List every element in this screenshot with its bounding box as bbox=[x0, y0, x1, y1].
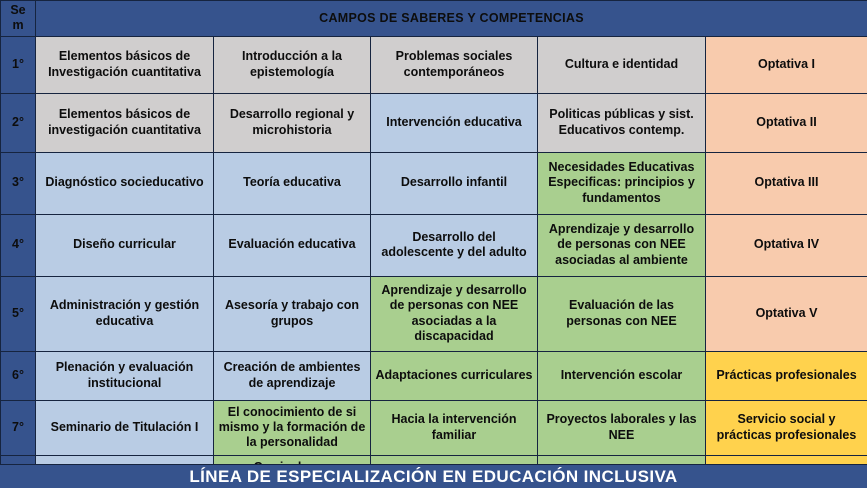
course-cell[interactable]: Optativa I bbox=[705, 35, 867, 94]
course-cell[interactable]: Optativa II bbox=[705, 92, 867, 153]
course-cell[interactable]: Diseño curricular bbox=[35, 213, 214, 277]
course-cell[interactable]: Optativa III bbox=[705, 151, 867, 215]
semester-cell: 2° bbox=[0, 92, 36, 153]
course-cell[interactable]: Elementos básicos de Investigación cuant… bbox=[35, 35, 214, 94]
semester-cell: 7° bbox=[0, 399, 36, 456]
course-cell[interactable]: Prácticas profesionales bbox=[705, 350, 867, 401]
grid-header-row: Sem CAMPOS DE SABERES Y COMPETENCIAS bbox=[0, 0, 867, 37]
course-cell[interactable]: Servicio social y prácticas profesionale… bbox=[705, 399, 867, 456]
course-cell[interactable]: El conocimiento de si mismo y la formaci… bbox=[213, 399, 371, 456]
course-cell[interactable]: Adaptaciones curriculares bbox=[370, 350, 538, 401]
course-cell[interactable]: Aprendizaje y desarrollo de personas con… bbox=[537, 213, 706, 277]
course-cell[interactable]: Problemas sociales contemporáneos bbox=[370, 35, 538, 94]
table-row: 4° Diseño curricular Evaluación educativ… bbox=[0, 213, 867, 277]
course-cell[interactable]: Desarrollo regional y microhistoria bbox=[213, 92, 371, 153]
course-cell[interactable]: Creación de ambientes de aprendizaje bbox=[213, 350, 371, 401]
semester-cell: 4° bbox=[0, 213, 36, 277]
semester-column-header: Sem bbox=[0, 0, 36, 37]
table-row: 3° Diagnóstico socieducativo Teoría educ… bbox=[0, 151, 867, 215]
course-cell[interactable]: Cultura e identidad bbox=[537, 35, 706, 94]
course-cell[interactable]: Proyectos laborales y las NEE bbox=[537, 399, 706, 456]
course-cell[interactable]: Optativa V bbox=[705, 275, 867, 352]
course-cell[interactable]: Desarrollo infantil bbox=[370, 151, 538, 215]
table-row: 7° Seminario de Titulación I El conocimi… bbox=[0, 399, 867, 456]
semester-cell: 3° bbox=[0, 151, 36, 215]
course-cell[interactable]: Necesidades Educativas Especificas: prin… bbox=[537, 151, 706, 215]
table-row: 5° Administración y gestión educativa As… bbox=[0, 275, 867, 352]
course-cell[interactable]: Desarrollo del adolescente y del adulto bbox=[370, 213, 538, 277]
course-cell[interactable]: Diagnóstico socieducativo bbox=[35, 151, 214, 215]
course-cell[interactable]: Administración y gestión educativa bbox=[35, 275, 214, 352]
table-row: 6° Plenación y evaluación institucional … bbox=[0, 350, 867, 401]
course-cell[interactable]: Aprendizaje y desarrollo de personas con… bbox=[370, 275, 538, 352]
course-cell[interactable]: Elementos básicos de investigación cuant… bbox=[35, 92, 214, 153]
course-cell[interactable]: Intervención escolar bbox=[537, 350, 706, 401]
specialization-footer-banner: LÍNEA DE ESPECIALIZACIÓN EN EDUCACIÓN IN… bbox=[0, 464, 867, 488]
course-cell[interactable]: Asesoría y trabajo con grupos bbox=[213, 275, 371, 352]
course-cell[interactable]: Evaluación de las personas con NEE bbox=[537, 275, 706, 352]
table-row: 1° Elementos básicos de Investigación cu… bbox=[0, 35, 867, 94]
course-cell[interactable]: Seminario de Titulación I bbox=[35, 399, 214, 456]
course-cell[interactable]: Optativa IV bbox=[705, 213, 867, 277]
course-cell[interactable]: Introducción a la epistemología bbox=[213, 35, 371, 94]
course-cell[interactable]: Teoría educativa bbox=[213, 151, 371, 215]
semester-cell: 1° bbox=[0, 35, 36, 94]
table-row: 2° Elementos básicos de investigación cu… bbox=[0, 92, 867, 153]
course-cell[interactable]: Intervención educativa bbox=[370, 92, 538, 153]
course-cell[interactable]: Hacia la intervención familiar bbox=[370, 399, 538, 456]
course-cell[interactable]: Evaluación educativa bbox=[213, 213, 371, 277]
course-cell[interactable]: Plenación y evaluación institucional bbox=[35, 350, 214, 401]
course-cell[interactable]: Politicas públicas y sist. Educativos co… bbox=[537, 92, 706, 153]
semester-cell: 6° bbox=[0, 350, 36, 401]
semester-cell: 5° bbox=[0, 275, 36, 352]
campos-title-banner: CAMPOS DE SABERES Y COMPETENCIAS bbox=[35, 0, 867, 37]
